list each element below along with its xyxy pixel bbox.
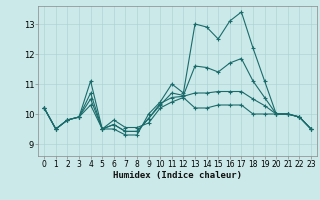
X-axis label: Humidex (Indice chaleur): Humidex (Indice chaleur) <box>113 171 242 180</box>
